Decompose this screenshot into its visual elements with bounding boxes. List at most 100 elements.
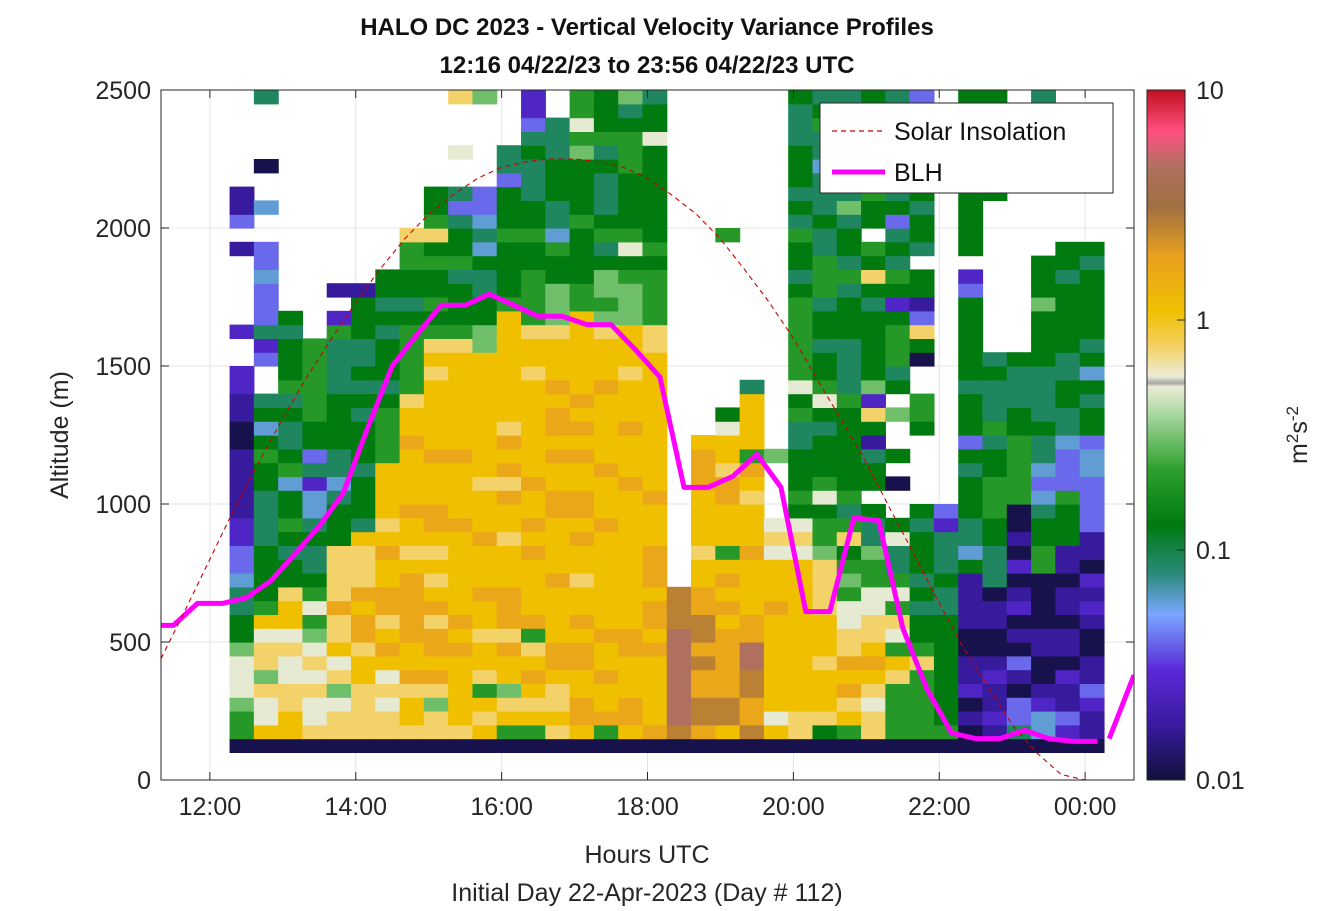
heatmap-cell [642,545,668,560]
heatmap-cell [812,683,838,698]
heatmap-cell [958,559,984,574]
heatmap-cell [618,407,644,422]
heatmap-cell [1055,393,1081,408]
heatmap-cell [593,117,619,132]
heatmap-cell [788,462,814,477]
heatmap-cell [1079,393,1105,408]
heatmap-cell [472,200,498,215]
heatmap-cell [739,724,765,740]
heatmap-cell [521,241,546,257]
heatmap-cell [909,228,935,243]
heatmap-cell [788,711,814,726]
heatmap-cell [1031,504,1056,519]
heatmap-cell [958,655,984,671]
heatmap-cell [229,241,255,257]
heatmap-cell [812,90,838,105]
heatmap-cell [1079,586,1105,602]
heatmap-cell [569,297,595,312]
heatmap-cell [763,545,789,560]
heatmap-cell [399,504,425,519]
heatmap-cell [618,476,644,491]
heatmap-cell [618,531,644,546]
heatmap-cell [642,297,668,312]
heatmap-cell [229,600,255,615]
heatmap-cell [448,421,474,436]
heatmap-cell [569,628,595,643]
heatmap-cell [448,724,474,740]
heatmap-cell [715,697,741,712]
heatmap-cell [788,738,814,753]
heatmap-cell [593,490,619,505]
heatmap-cell [521,352,546,367]
heatmap-cell [229,435,255,450]
heatmap-cell [642,490,668,505]
heatmap-cell [788,448,814,464]
heatmap-cell [885,269,911,284]
heatmap-cell [399,545,425,560]
heatmap-cell [861,504,886,519]
heatmap-cell [593,90,619,105]
heatmap-cell [739,669,765,684]
heatmap-cell [982,738,1008,753]
heatmap-cell [521,283,546,298]
heatmap-cell [691,517,716,533]
heatmap-cell [496,545,522,560]
heatmap-cell [642,600,668,615]
heatmap-cell [423,738,449,753]
heatmap-cell [351,738,376,753]
heatmap-cell [448,559,474,574]
heatmap-cell [326,435,352,450]
heatmap-cell [278,476,304,491]
heatmap-cell [1079,366,1105,381]
heatmap-cell [958,338,984,353]
heatmap-cell [521,421,546,436]
heatmap-cell [788,241,814,257]
heatmap-cell [375,448,401,464]
heatmap-cell [423,586,449,602]
heatmap-cell [933,642,959,657]
heatmap-cell [642,269,668,284]
heatmap-cell [351,711,376,726]
heatmap-cell [399,448,425,464]
heatmap-cell [593,642,619,657]
heatmap-cell [229,421,255,436]
heatmap-cell [982,435,1008,450]
heatmap-cell [569,241,595,257]
heatmap-cell [763,642,789,657]
heatmap-cell [253,310,279,326]
heatmap-cell [885,228,911,243]
heatmap-cell [399,269,425,284]
heatmap-cell [593,407,619,422]
heatmap-cell [642,614,668,629]
heatmap-cell [302,711,328,726]
heatmap-cell [399,711,425,726]
heatmap-cell [253,435,279,450]
heatmap-cell [642,669,668,684]
heatmap-cell [642,310,668,326]
heatmap-cell [569,697,595,712]
heatmap-cell [1055,324,1081,339]
heatmap-cell [836,476,862,491]
heatmap-cell [253,697,279,712]
heatmap-cell [1079,421,1105,436]
heatmap-cell [618,228,644,243]
heatmap-cell [302,724,328,740]
heatmap-cell [691,600,716,615]
heatmap-cell [1006,476,1032,491]
heatmap-cell [1055,628,1081,643]
heatmap-cell [423,407,449,422]
heatmap-cell [788,214,814,229]
heatmap-cell [278,669,304,684]
heatmap-cell [1055,517,1081,533]
colorbar-label: m2s-2 [1283,406,1314,464]
heatmap-cell [253,504,279,519]
heatmap-cell [229,476,255,491]
heatmap-cell [375,462,401,477]
heatmap-cell [496,214,522,229]
heatmap-cell [472,531,498,546]
heatmap-cell [618,379,644,395]
heatmap-cell [666,697,692,712]
heatmap-cell [448,600,474,615]
heatmap-cell [642,435,668,450]
heatmap-cell [351,600,376,615]
